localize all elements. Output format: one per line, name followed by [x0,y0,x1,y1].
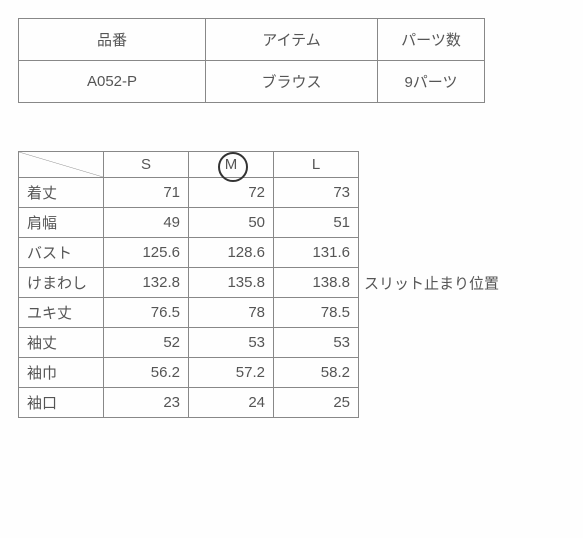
measure-value: 49 [104,208,189,238]
measure-label: 袖丈 [19,328,104,358]
row-annotation: スリット止まり位置 [364,272,499,293]
measure-value: 138.8スリット止まり位置 [274,268,359,298]
measure-value: 78.5 [274,298,359,328]
measure-label: けまわし [19,268,104,298]
measure-value: 56.2 [104,358,189,388]
size-header-l: L [274,152,359,178]
measure-label: バスト [19,238,104,268]
measure-value: 125.6 [104,238,189,268]
measure-value: 135.8 [189,268,274,298]
measure-label: 着丈 [19,178,104,208]
info-table: 品番 アイテム パーツ数 A052-P ブラウス 9パーツ [18,18,485,103]
measure-value: 24 [189,388,274,418]
size-header-s: S [104,152,189,178]
size-header-m: M [189,152,274,178]
measure-value: 57.2 [189,358,274,388]
size-table-container: SML 着丈717273 肩幅495051 バスト125.6128.6131.6 けまわ… [18,151,359,418]
measure-label: ユキ丈 [19,298,104,328]
measure-label: 袖口 [19,388,104,418]
info-cell-product-code: A052-P [19,61,206,103]
measure-value: 71 [104,178,189,208]
measure-value: 25 [274,388,359,418]
info-header-0: 品番 [19,19,206,61]
measure-value: 72 [189,178,274,208]
measure-value: 58.2 [274,358,359,388]
measure-value: 131.6 [274,238,359,268]
measure-value: 52 [104,328,189,358]
measure-value: 132.8 [104,268,189,298]
info-header-1: アイテム [206,19,378,61]
info-header-2: パーツ数 [378,19,485,61]
measure-label: 袖巾 [19,358,104,388]
measure-value: 23 [104,388,189,418]
diagonal-corner-cell [19,152,104,178]
measure-value: 53 [189,328,274,358]
size-table: SML 着丈717273 肩幅495051 バスト125.6128.6131.6 けまわ… [18,151,359,418]
measure-value: 51 [274,208,359,238]
info-cell-item-name: ブラウス [206,61,378,103]
measure-value: 78 [189,298,274,328]
measure-value: 128.6 [189,238,274,268]
measure-value: 53 [274,328,359,358]
info-cell-parts-count: 9パーツ [378,61,485,103]
measure-value: 73 [274,178,359,208]
measure-label: 肩幅 [19,208,104,238]
measure-value: 50 [189,208,274,238]
measure-value: 76.5 [104,298,189,328]
